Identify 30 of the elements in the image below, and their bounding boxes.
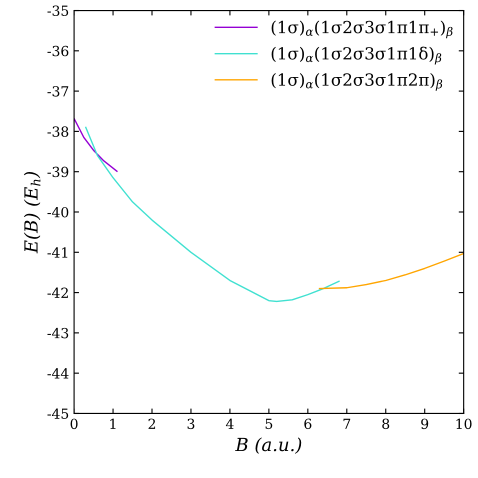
- y-tick-label: -42: [47, 288, 68, 298]
- x-tick-label: 4: [226, 418, 234, 429]
- y-tick-label: -36: [47, 46, 68, 56]
- y-tick-label: -37: [47, 86, 68, 97]
- x-tick-label: 1: [110, 418, 116, 429]
- x-tick-label: 0: [70, 418, 78, 430]
- x-axis-title: B (a.u.): [235, 437, 302, 454]
- x-tick-label: 9: [421, 418, 428, 430]
- line-series: [318, 252, 464, 290]
- y-tick-label: -40: [47, 206, 68, 218]
- x-tick-label: 3: [188, 418, 194, 430]
- legend-label: (1σ)$_{α}$(1σ2σ3σ1π1δ)$_{β}$: [272, 46, 442, 64]
- x-tick-label: 2: [148, 418, 156, 429]
- y-tick-label: -35: [47, 5, 68, 16]
- y-tick-label: -45: [47, 408, 68, 419]
- y-tick-label: -39: [47, 166, 68, 178]
- y-axis-title: E(B) (E$_{h}$): [24, 172, 40, 254]
- x-tick-label: 8: [382, 418, 390, 430]
- line-series: [74, 118, 118, 172]
- x-tick-label: 5: [266, 418, 272, 430]
- y-tick-label: -38: [47, 126, 68, 137]
- x-tick-label: 6: [304, 418, 312, 430]
- y-tick-label: -41: [47, 247, 68, 258]
- y-tick-label: -43: [47, 328, 68, 338]
- legend-label: (1σ)$_{α}$(1σ2σ3σ1π2π)$_{β}$: [272, 73, 442, 91]
- legend-label: (1σ)$_{α}$(1σ2σ3σ1π1π$_{+}$)$_{β}$: [272, 20, 453, 38]
- x-tick-label: 10: [456, 418, 472, 430]
- x-tick-label: 7: [344, 418, 350, 429]
- y-tick-label: -44: [47, 368, 69, 378]
- line-series: [85, 126, 340, 302]
